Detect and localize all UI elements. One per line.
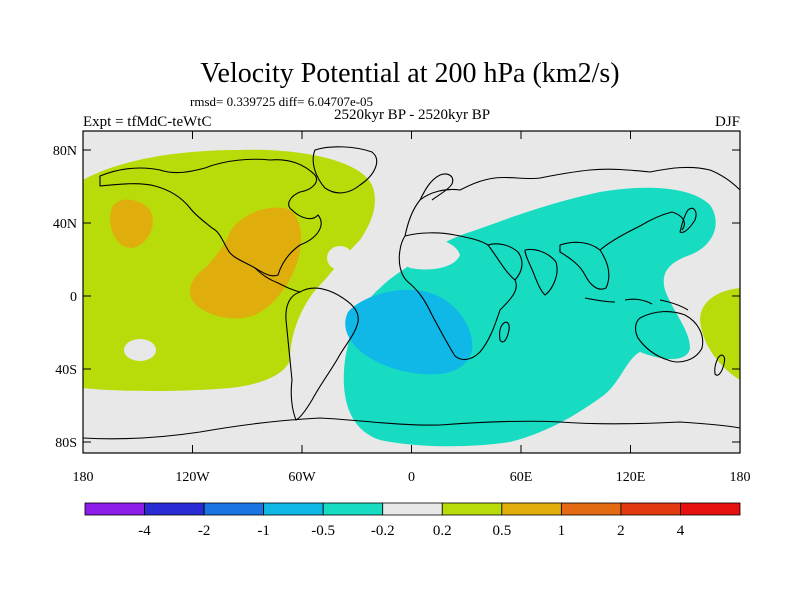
lat-label: 0: [70, 290, 77, 305]
colorbar-swatch: [263, 502, 324, 516]
season-label: DJF: [715, 114, 740, 130]
colorbar-label: -2: [198, 523, 211, 539]
colorbar-swatch: [382, 502, 443, 516]
lat-label: 40N: [53, 217, 77, 232]
coastlines: [83, 146, 740, 440]
lat-label: 40S: [55, 363, 77, 378]
colorbar-swatch: [203, 502, 265, 516]
colorbar: -4 -2 -1 -0.5 -0.2 0.2 0.5 1 2 4: [84, 502, 741, 539]
colorbar-label: -1: [257, 523, 270, 539]
lon-label: 120W: [175, 470, 210, 485]
colorbar-label: 0.5: [492, 523, 511, 539]
lat-label: 80N: [53, 144, 77, 159]
positive-core-west: [110, 199, 153, 248]
colorbar-swatch: [322, 502, 384, 516]
experiment-label: Expt = tfMdC-teWtC: [83, 114, 211, 130]
lon-label: 180: [730, 470, 751, 485]
colorbar-label: 4: [677, 523, 685, 539]
colorbar-label: -0.2: [371, 523, 395, 539]
lon-label: 0: [408, 470, 415, 485]
colorbar-swatch: [620, 502, 681, 516]
neutral-hole-south-pacific: [124, 339, 156, 361]
lat-label: 80S: [55, 436, 77, 451]
colorbar-swatch: [680, 502, 741, 516]
stats-label: rmsd= 0.339725 diff= 6.04707e-05: [190, 94, 373, 109]
latitude-axis: 80N 40N 0 40S 80S: [53, 144, 740, 451]
positive-region-east: [700, 288, 740, 380]
colorbar-label: -0.5: [311, 523, 335, 539]
lon-label: 60W: [288, 470, 316, 485]
negative-core-africa: [345, 289, 473, 375]
colorbar-swatch: [84, 502, 145, 516]
colorbar-swatch: [144, 502, 205, 516]
neutral-hole-atlantic: [327, 246, 353, 270]
colorbar-label: -4: [138, 523, 151, 539]
velocity-potential-field: [83, 131, 740, 453]
colorbar-swatch: [560, 502, 622, 516]
colorbar-label: 2: [617, 523, 625, 539]
neutral-hole-sahara: [401, 238, 460, 270]
colorbar-swatch: [441, 502, 503, 516]
map-title: Velocity Potential at 200 hPa (km2/s): [200, 58, 619, 89]
longitude-axis: 180 120W 60W 0 60E 120E 180: [73, 131, 751, 485]
lon-label: 120E: [616, 470, 646, 485]
lon-label: 60E: [510, 470, 533, 485]
colorbar-swatch: [501, 502, 562, 516]
colorbar-label: 1: [558, 523, 566, 539]
lon-label: 180: [73, 470, 94, 485]
period-label: 2520kyr BP - 2520kyr BP: [334, 107, 490, 123]
colorbar-label: 0.2: [433, 523, 452, 539]
